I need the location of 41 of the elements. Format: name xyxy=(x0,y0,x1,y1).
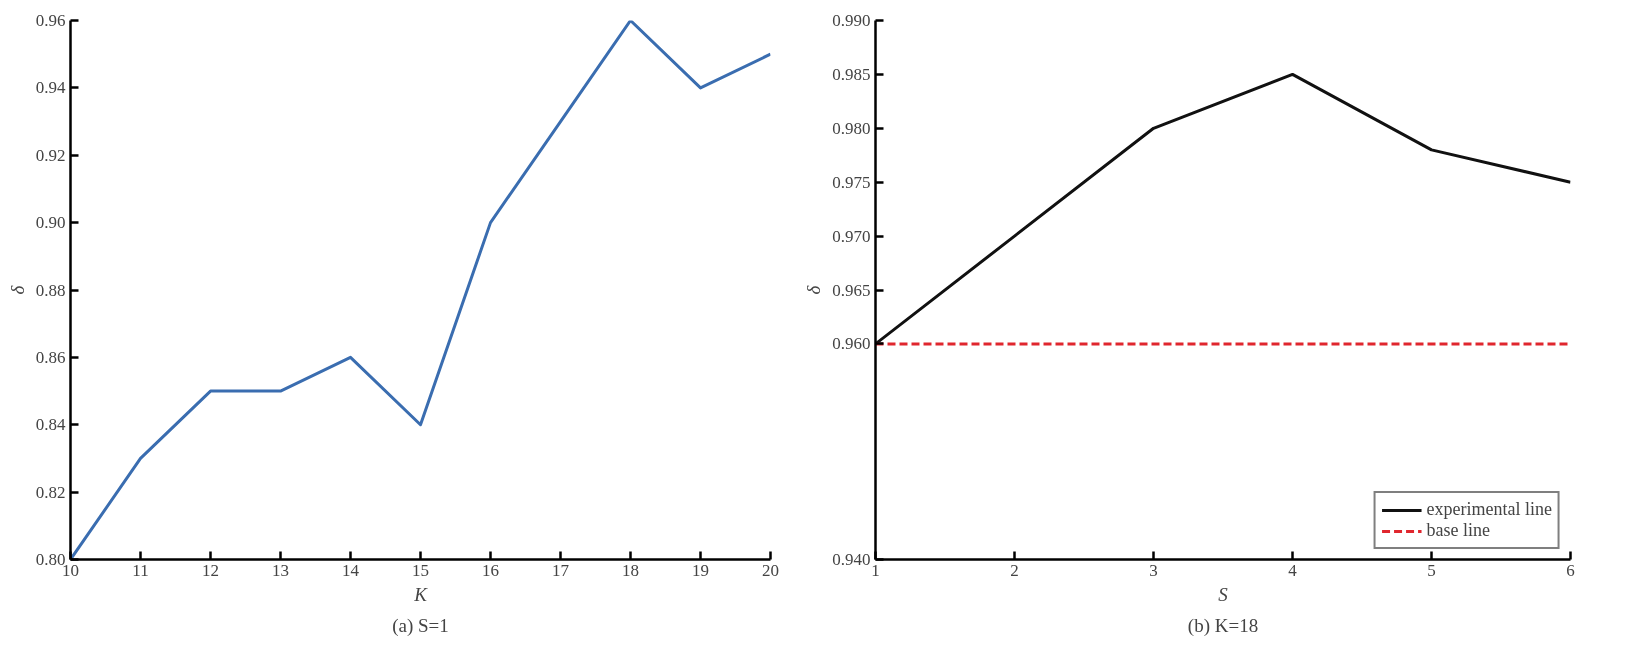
x-tick-label: 15 xyxy=(412,560,429,580)
y-tick-label: 0.96 xyxy=(35,11,66,30)
y-tick-label: 0.990 xyxy=(832,11,871,30)
x-tick-label: 16 xyxy=(482,560,499,580)
x-tick-label: 5 xyxy=(1427,560,1436,580)
y-tick-label: 0.985 xyxy=(832,64,871,84)
x-tick-label: 1 xyxy=(871,560,880,580)
x-axis-title: K xyxy=(413,583,429,605)
x-tick-label: 18 xyxy=(622,560,639,580)
legend-label: experimental line xyxy=(1426,499,1552,520)
line-series xyxy=(70,20,771,560)
y-tick-label: 0.940 xyxy=(832,550,871,569)
legend-label: base line xyxy=(1426,520,1491,541)
x-tick-label: 4 xyxy=(1288,560,1298,580)
y-axis-title: δ xyxy=(803,284,825,295)
x-tick-label: 11 xyxy=(132,560,149,580)
x-tick-label: 17 xyxy=(552,560,570,580)
y-tick-label: 0.92 xyxy=(35,145,66,165)
x-tick-label: 20 xyxy=(762,560,779,580)
text: (a) S=1 xyxy=(392,614,449,637)
y-tick-label: 0.88 xyxy=(35,280,66,300)
x-tick-label: 2 xyxy=(1010,560,1019,580)
text: (b) K=18 xyxy=(1187,614,1259,637)
x-tick-label: 12 xyxy=(202,560,219,580)
y-tick-label: 0.82 xyxy=(35,482,66,502)
y-tick-label: 0.84 xyxy=(35,415,66,435)
y-tick-label: 0.975 xyxy=(832,172,871,192)
x-tick-label: 14 xyxy=(342,560,360,580)
x-tick-label: 3 xyxy=(1149,560,1158,580)
y-tick-label: 0.94 xyxy=(35,78,66,98)
x-tick-label: 6 xyxy=(1566,560,1575,580)
x-axis-title: S xyxy=(1218,583,1229,605)
y-tick-label: 0.970 xyxy=(832,226,871,246)
y-tick-label: 0.960 xyxy=(832,334,871,354)
x-tick-label: 13 xyxy=(272,560,289,580)
y-axis-title: δ xyxy=(6,284,28,295)
x-tick-label: 19 xyxy=(692,560,709,580)
y-tick-label: 0.86 xyxy=(35,347,66,367)
y-tick-label: 0.90 xyxy=(35,213,66,233)
y-tick-label: 0.980 xyxy=(832,118,871,138)
y-tick-label: 0.965 xyxy=(832,280,871,300)
